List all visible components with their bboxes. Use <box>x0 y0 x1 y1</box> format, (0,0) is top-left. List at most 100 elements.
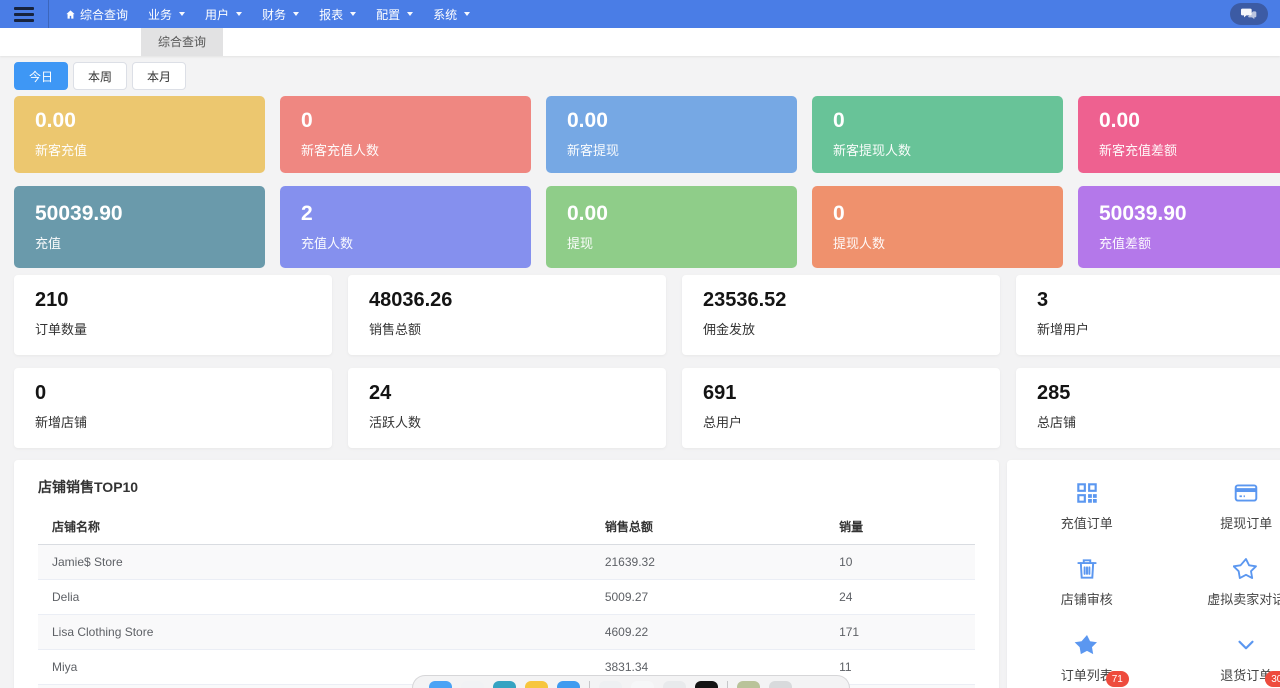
dock-app-icon[interactable] <box>695 681 718 688</box>
cell-sales-total: 4609.22 <box>590 614 826 650</box>
stat-value: 0.00 <box>35 109 76 132</box>
dock-app-icon[interactable] <box>461 681 484 688</box>
nav-item-reports[interactable]: 报表 <box>319 6 357 23</box>
macos-dock[interactable] <box>412 675 850 688</box>
summary-card-sales-total: 48036.26 销售总额 <box>348 275 666 355</box>
stat-value: 0.00 <box>1099 109 1140 132</box>
nav-item-users[interactable]: 用户 <box>205 6 243 23</box>
top-navbar: 综合查询 业务 用户 财务 报表 配置 系统 <box>0 0 1280 28</box>
stat-label: 提现人数 <box>833 236 886 251</box>
stat-value: 50039.90 <box>35 202 123 225</box>
filter-today-button[interactable]: 今日 <box>14 62 69 90</box>
stat-card-withdraw-users: 0 提现人数 <box>812 186 1063 268</box>
shop-sales-top10-panel: 店铺销售TOP10 店铺名称 销售总额 销量 Jamie$ Store 2163… <box>14 460 999 688</box>
dock-app-icon[interactable] <box>769 681 792 688</box>
quick-link-withdraw-orders[interactable]: 提现订单 <box>1220 480 1272 532</box>
notification-badge: 71 <box>1105 671 1129 687</box>
dock-app-icon[interactable] <box>631 681 654 688</box>
stat-card-new-withdraw-users: 0 新客提现人数 <box>812 96 1063 173</box>
nav-item-label: 综合查询 <box>80 7 129 22</box>
dock-app-icon[interactable] <box>429 681 452 688</box>
cell-quantity: 171 <box>825 614 975 650</box>
hamburger-menu-icon[interactable] <box>0 0 49 28</box>
cell-shop-name: Jamie$ Store <box>38 544 591 580</box>
chevron-down-icon <box>179 12 186 16</box>
quick-link-recharge-orders[interactable]: 充值订单 <box>1061 480 1113 532</box>
stat-card-recharge: 50039.90 充值 <box>14 186 265 268</box>
stat-label: 提现 <box>567 236 594 251</box>
chevron-down-icon <box>1238 640 1254 650</box>
home-icon <box>66 9 75 19</box>
summary-label: 订单数量 <box>35 322 88 337</box>
cell-quantity: 10 <box>825 544 975 580</box>
quick-link-label: 虚拟卖家对话 <box>1207 592 1280 607</box>
filter-week-button[interactable]: 本周 <box>73 62 128 90</box>
dock-app-icon[interactable] <box>557 681 580 688</box>
chevron-down-icon <box>293 12 300 16</box>
cell-quantity: 13 <box>825 684 975 688</box>
quick-link-return-orders[interactable]: 退货订单 30 <box>1220 632 1280 687</box>
summary-card-new-users: 3 新增用户 <box>1016 275 1280 355</box>
dock-app-icon[interactable] <box>493 681 516 688</box>
quick-link-text: 退货订单 <box>1220 668 1273 683</box>
chevron-down-icon <box>464 12 471 16</box>
summary-card-commission: 23536.52 佣金发放 <box>682 275 1000 355</box>
stat-label: 充值差额 <box>1099 236 1152 251</box>
stat-value: 50039.90 <box>1099 202 1187 225</box>
star-outline-icon <box>1233 558 1258 579</box>
nav-item-label: 报表 <box>319 7 344 22</box>
nav-item-finance[interactable]: 财务 <box>262 6 300 23</box>
stat-card-recharge-diff: 50039.90 充值差额 <box>1078 186 1280 268</box>
quick-link-virtual-seller-chat[interactable]: 虚拟卖家对话 <box>1207 556 1280 608</box>
stat-value: 0.00 <box>567 202 608 225</box>
column-header-shop-name: 店铺名称 <box>38 509 591 545</box>
star-filled-icon <box>1074 635 1097 655</box>
nav-item-label: 系统 <box>433 7 458 22</box>
summary-card-active-users: 24 活跃人数 <box>348 368 666 448</box>
panel-title: 店铺销售TOP10 <box>38 479 139 495</box>
qr-code-icon <box>1076 483 1097 503</box>
notification-badge: 30 <box>1265 671 1280 687</box>
summary-label: 佣金发放 <box>703 322 756 337</box>
nav-item-home[interactable]: 综合查询 <box>65 6 128 23</box>
quick-link-order-list[interactable]: 订单列表 71 <box>1061 632 1129 687</box>
summary-value: 3 <box>1037 289 1049 311</box>
nav-item-business[interactable]: 业务 <box>148 6 186 23</box>
chat-button[interactable] <box>1230 3 1268 25</box>
nav-item-label: 用户 <box>205 7 230 22</box>
cell-shop-name: chengcheng clothing store <box>38 684 591 688</box>
cell-shop-name: Delia <box>38 579 591 615</box>
stat-card-new-recharge: 0.00 新客充值 <box>14 96 265 173</box>
quick-link-label: 退货订单 30 <box>1220 665 1280 687</box>
credit-card-icon <box>1234 484 1258 502</box>
stat-label: 新客提现 <box>567 143 620 158</box>
dock-app-icon[interactable] <box>663 681 686 688</box>
summary-card-order-count: 210 订单数量 <box>14 275 332 355</box>
table-row: Delia 5009.27 24 <box>38 579 975 615</box>
dock-divider <box>589 681 590 688</box>
summary-label: 总店铺 <box>1037 415 1077 430</box>
trash-icon <box>1077 559 1097 579</box>
summary-label: 新增用户 <box>1037 322 1090 337</box>
summary-label: 总用户 <box>703 415 743 430</box>
stat-label: 新客充值 <box>35 143 88 158</box>
nav-item-system[interactable]: 系统 <box>433 6 471 23</box>
dock-app-icon[interactable] <box>737 681 760 688</box>
cell-quantity: 24 <box>825 579 975 615</box>
quick-links-panel: 充值订单 提现订单 店铺审核 <box>1007 460 1280 688</box>
dock-app-icon[interactable] <box>599 681 622 688</box>
stat-label: 新客充值人数 <box>301 143 380 158</box>
nav-item-config[interactable]: 配置 <box>376 6 414 23</box>
stat-value: 0 <box>833 202 845 225</box>
tab-strip: 综合查询 <box>0 28 1280 56</box>
tab-active[interactable]: 综合查询 <box>141 28 224 56</box>
date-filter-group: 今日 本周 本月 <box>14 62 187 90</box>
cell-sales-total: 21639.32 <box>590 544 826 580</box>
chevron-down-icon <box>236 12 243 16</box>
filter-month-button[interactable]: 本月 <box>132 62 187 90</box>
summary-value: 0 <box>35 382 47 404</box>
dock-app-icon[interactable] <box>525 681 548 688</box>
summary-card-total-shops: 285 总店铺 <box>1016 368 1280 448</box>
quick-link-shop-review[interactable]: 店铺审核 <box>1061 556 1113 608</box>
